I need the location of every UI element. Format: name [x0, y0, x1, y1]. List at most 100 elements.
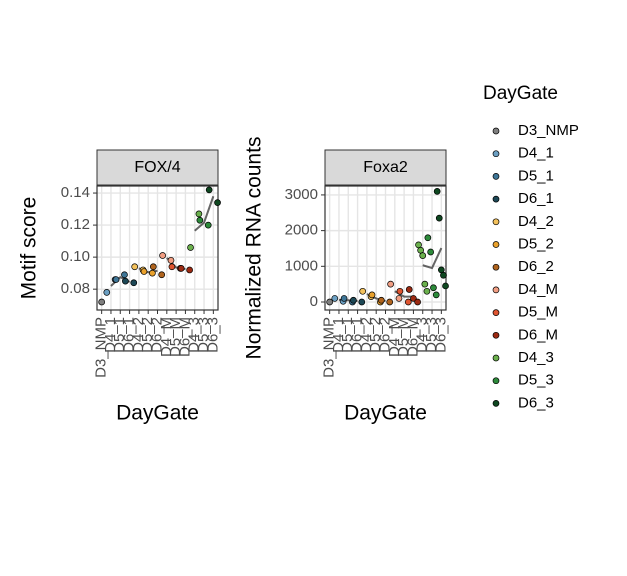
point: [131, 263, 139, 271]
legend-key: [492, 354, 500, 362]
point: [158, 271, 166, 279]
strip: [96, 149, 219, 186]
point: [440, 271, 447, 279]
x-tick-label: D5_M: [167, 317, 184, 357]
point: [187, 244, 194, 251]
x-tick-label: D5_M: [395, 317, 412, 357]
x-tick-label: D4_1: [102, 317, 119, 353]
legend-label: D4_1: [518, 145, 554, 162]
strip-title: FOX/4: [134, 159, 180, 176]
point: [430, 284, 437, 292]
point: [395, 295, 403, 302]
strip: [324, 149, 447, 186]
legend-label: D5_3: [518, 372, 554, 389]
point: [423, 287, 431, 295]
point: [387, 280, 394, 288]
x-tick-label: D6_M: [176, 317, 193, 357]
point: [404, 298, 412, 306]
point: [195, 210, 203, 218]
point: [204, 221, 212, 229]
point: [350, 296, 357, 304]
point: [214, 199, 221, 207]
legend-key: [492, 150, 500, 158]
legend-label: D6_M: [518, 326, 558, 343]
trend-line: [194, 195, 215, 232]
legend-key: [492, 173, 500, 180]
point: [359, 287, 367, 295]
legend-key: [492, 331, 500, 339]
point: [396, 287, 404, 295]
x-tick-label: D5_3: [195, 317, 212, 353]
point: [419, 252, 427, 259]
legend-label: D6_1: [518, 190, 554, 207]
x-tick-label: D6_2: [148, 317, 165, 353]
legend-label: D6_2: [518, 258, 554, 275]
y-tick-label: 0.10: [61, 248, 90, 265]
point: [168, 263, 176, 271]
legend-label: D5_2: [518, 235, 554, 252]
point: [205, 186, 213, 194]
legend-label: D4_3: [518, 349, 554, 366]
point: [98, 298, 106, 306]
legend-key: [492, 127, 500, 135]
x-tick-label: D6_1: [349, 317, 366, 353]
x-tick-label: D6_2: [376, 317, 393, 353]
point: [186, 266, 193, 274]
legend-label: D5_M: [518, 304, 558, 321]
trend-line: [422, 247, 443, 270]
y-tick-label: 0.14: [61, 184, 90, 201]
point: [122, 277, 129, 285]
x-tick-label: D3_NMP: [93, 317, 110, 378]
legend-key: [492, 263, 500, 271]
point: [405, 286, 413, 293]
legend-label: D4_2: [518, 213, 554, 230]
legend-key: [492, 377, 500, 385]
x-tick-label: D5_3: [423, 317, 440, 353]
panel-border: [96, 185, 219, 311]
x-tick-label: D5_2: [139, 317, 156, 353]
point: [435, 214, 443, 222]
strip-title: Foxa2: [363, 159, 408, 176]
y-tick-label: 1000: [285, 257, 318, 274]
x-tick-label: D6_3: [204, 317, 221, 353]
y-tick-label: 2000: [285, 222, 318, 239]
point: [149, 263, 157, 271]
point: [427, 248, 434, 256]
point: [112, 276, 120, 283]
y-tick-label: 0: [310, 293, 318, 310]
point: [167, 256, 175, 264]
legend-key: [492, 400, 500, 407]
point: [196, 216, 204, 224]
point: [414, 298, 421, 306]
x-tick-label: D5_1: [111, 317, 128, 353]
x-tick-label: D4_2: [358, 317, 375, 353]
x-tick-label: D6_M: [404, 317, 421, 357]
point: [103, 289, 111, 296]
legend-label: D5_1: [518, 167, 554, 184]
point: [432, 291, 440, 299]
y-tick-label: 0.12: [61, 216, 90, 233]
legend-key: [492, 195, 500, 203]
point: [326, 298, 334, 306]
legend-title: DayGate: [483, 83, 558, 104]
point: [177, 264, 185, 272]
y-tick-label: 0.08: [61, 280, 90, 297]
x-tick-label: D4_M: [386, 317, 403, 357]
point: [159, 252, 166, 259]
point: [424, 234, 432, 242]
legend-key: [492, 286, 500, 294]
legend-label: D3_NMP: [518, 122, 579, 139]
x-tick-label: D4_3: [186, 317, 203, 353]
point: [410, 295, 417, 302]
point: [331, 295, 339, 302]
x-tick-label: D4_1: [330, 317, 347, 353]
point: [377, 296, 385, 304]
panel-border: [324, 185, 447, 311]
y-axis-title: Motif score: [18, 197, 41, 300]
y-axis-title: Normalized RNA counts: [243, 137, 266, 360]
point: [149, 269, 156, 277]
point: [421, 280, 429, 288]
point: [121, 271, 128, 279]
x-axis-title: DayGate: [344, 402, 427, 425]
x-axis-title: DayGate: [116, 402, 199, 425]
